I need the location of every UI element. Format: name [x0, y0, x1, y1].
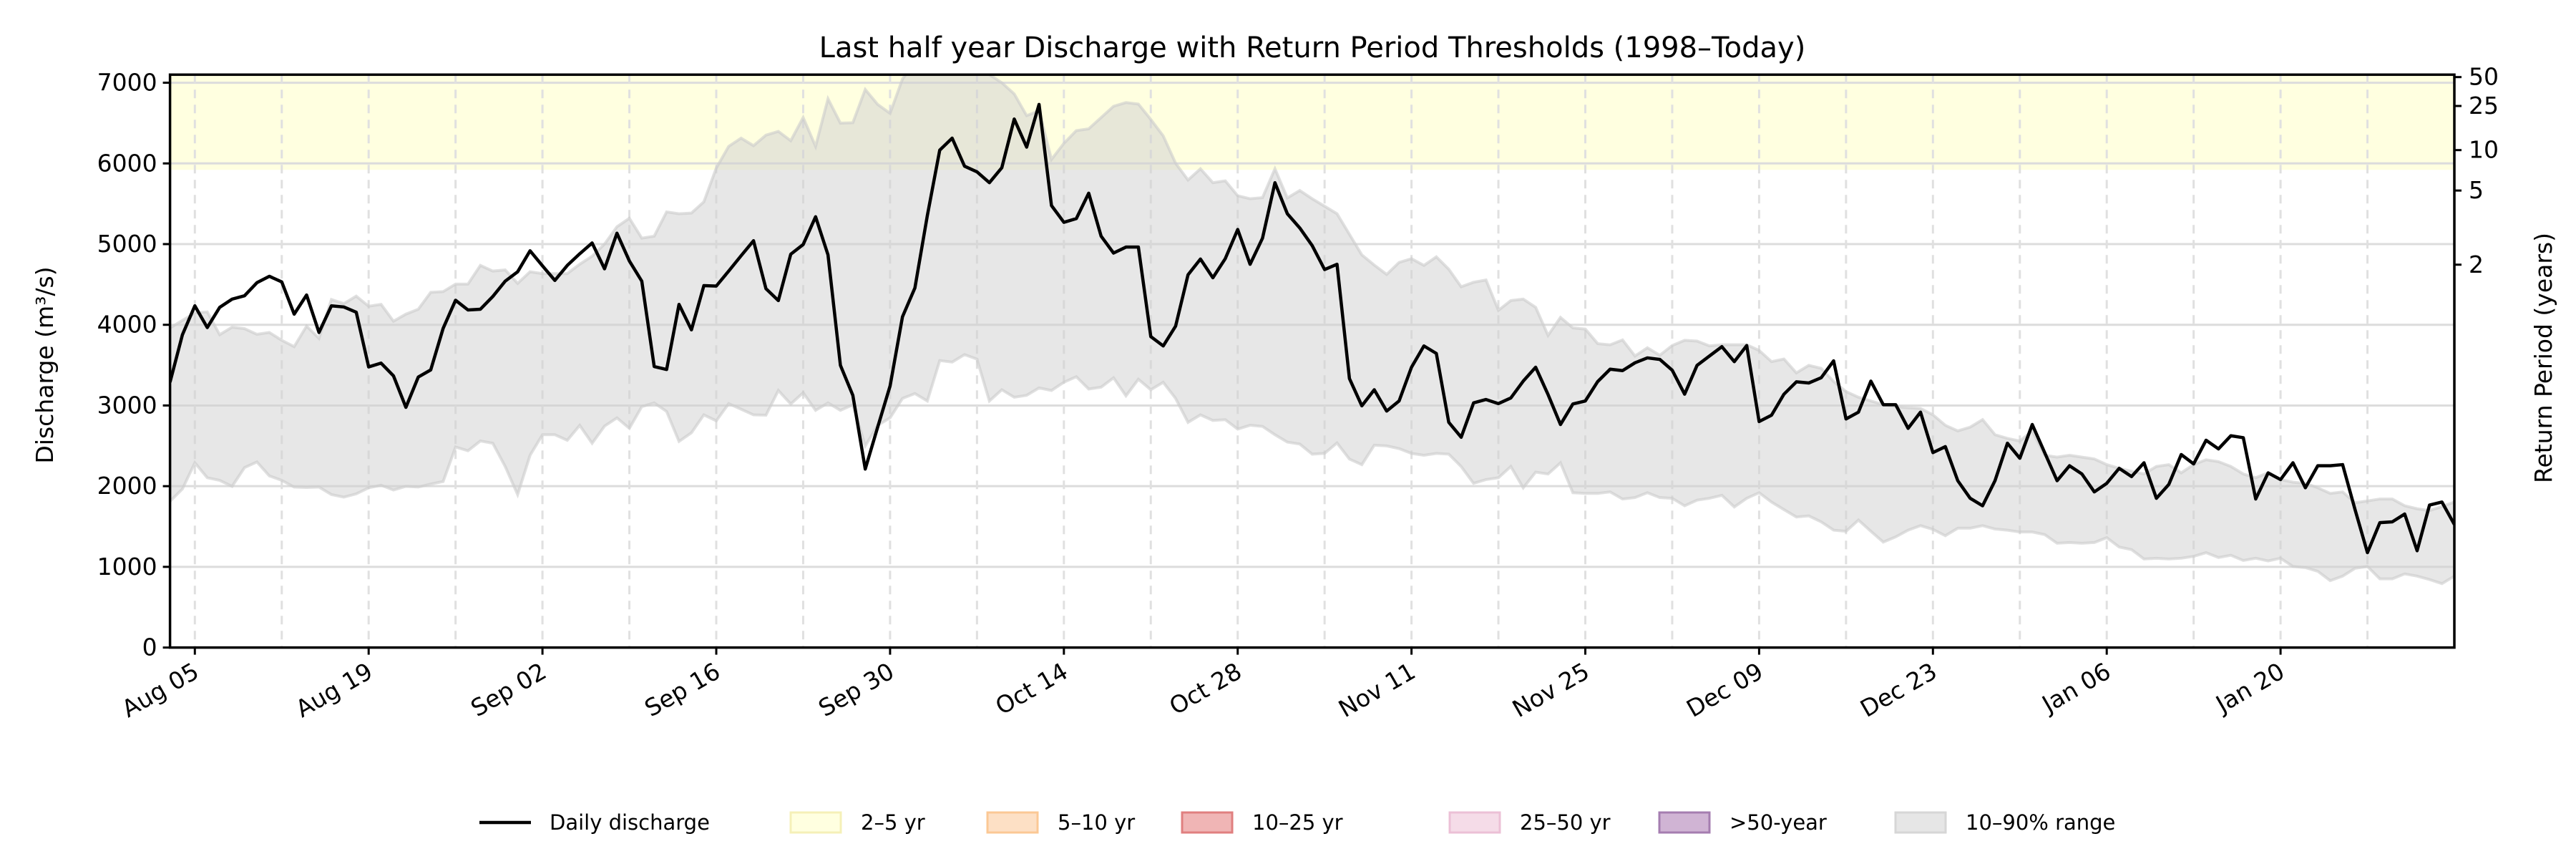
y-tick-label: 0	[142, 634, 157, 661]
right-tick-label: 50	[2469, 63, 2499, 91]
x-tick-label: Nov 11	[1334, 657, 1420, 723]
legend-label: 5–10 yr	[1058, 810, 1135, 835]
legend-label: 10–90% range	[1966, 810, 2115, 835]
legend-patch-swatch	[1181, 811, 1234, 834]
chart-title: Last half year Discharge with Return Per…	[819, 31, 1806, 64]
legend-item: 10–25 yr	[1181, 810, 1343, 835]
y-tick-label: 7000	[97, 69, 157, 97]
legend-item: 2–5 yr	[789, 810, 925, 835]
x-tick-label: Dec 23	[1855, 657, 1941, 723]
right-axis-label: Return Period (years)	[2529, 233, 2557, 483]
x-tick-label: Aug 19	[291, 657, 377, 723]
legend-item: 10–90% range	[1894, 810, 2115, 835]
x-tick-label: Sep 30	[814, 657, 899, 722]
x-tick-label: Sep 16	[640, 657, 725, 722]
legend-label: >50-year	[1729, 810, 1827, 835]
legend-item: 5–10 yr	[986, 810, 1135, 835]
y-tick-label: 5000	[97, 230, 157, 258]
legend: Daily discharge 2–5 yr 5–10 yr 10–25 yr 25–5…	[479, 810, 2115, 835]
y-tick-label: 1000	[97, 553, 157, 581]
range-band-10-90	[170, 74, 2454, 586]
y-tick-label: 3000	[97, 391, 157, 419]
right-tick-label: 5	[2469, 176, 2484, 204]
y-tick-label: 2000	[97, 472, 157, 500]
right-tick-label: 10	[2469, 136, 2499, 164]
x-tick-label: Oct 28	[1164, 657, 1246, 721]
x-tick-label: Sep 02	[466, 657, 551, 722]
legend-label: 2–5 yr	[861, 810, 925, 835]
legend-patch-swatch	[1448, 811, 1501, 834]
y-axis-label: Discharge (m³/s)	[31, 266, 59, 463]
legend-item: >50-year	[1658, 810, 1827, 835]
right-tick-label: 2	[2469, 251, 2484, 278]
axes-frame	[168, 73, 2456, 649]
legend-label: Daily discharge	[550, 810, 710, 835]
y-tick-label: 4000	[97, 311, 157, 339]
x-tick-label: Oct 14	[990, 657, 1072, 721]
daily-discharge-line	[170, 102, 2454, 555]
legend-label: 25–50 yr	[1520, 810, 1611, 835]
x-tick-label: Nov 25	[1508, 657, 1594, 723]
plot-area: 0100020003000400050006000700025102550Aug…	[97, 63, 2499, 723]
legend-patch-swatch	[1894, 811, 1947, 834]
plot-content	[170, 74, 2454, 648]
legend-patch-swatch	[986, 811, 1039, 834]
legend-item: Daily discharge	[479, 810, 710, 835]
x-tick-label: Jan 20	[2210, 657, 2289, 719]
threshold-band-2-5yr	[170, 74, 2454, 170]
x-tick-label: Dec 09	[1682, 657, 1767, 723]
x-tick-label: Jan 06	[2036, 657, 2115, 719]
legend-patch-swatch	[1658, 811, 1711, 834]
legend-label: 10–25 yr	[1252, 810, 1343, 835]
y-tick-label: 6000	[97, 149, 157, 177]
right-tick-label: 25	[2469, 92, 2499, 120]
legend-item: 25–50 yr	[1448, 810, 1611, 835]
legend-patch-swatch	[789, 811, 842, 834]
x-tick-label: Aug 05	[117, 657, 204, 723]
